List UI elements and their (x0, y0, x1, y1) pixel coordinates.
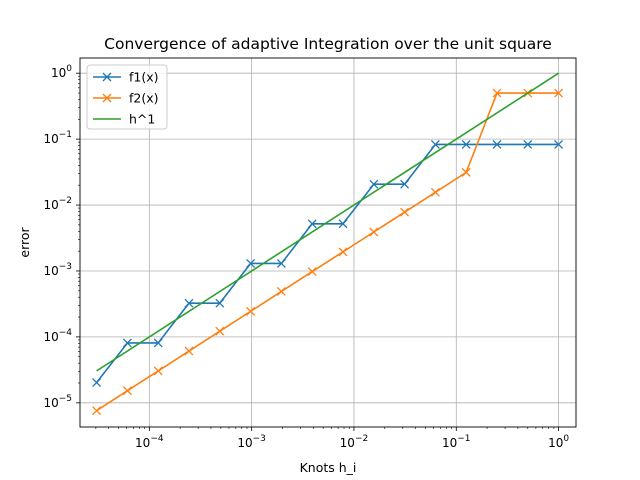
y-tick-label: 10−1 (43, 130, 72, 146)
data-point-marker (276, 259, 286, 268)
data-point-marker (492, 88, 502, 98)
legend-entry: f1(x) (93, 70, 159, 85)
plot-area-frame (79, 57, 577, 428)
y-tick-label: 10−2 (43, 196, 72, 212)
data-point-marker (307, 219, 317, 229)
data-point-marker (369, 179, 379, 189)
data-point-marker (369, 227, 379, 237)
y-tick-exponent: −4 (59, 328, 73, 338)
data-point-marker (122, 386, 132, 396)
x-tick-base: 10 (340, 436, 355, 450)
y-tick-base: 10 (43, 264, 58, 278)
x-tick-label: 10−3 (237, 434, 266, 450)
series-0 (92, 139, 564, 388)
legend-label: f1(x) (129, 70, 159, 85)
data-point-marker (554, 139, 564, 149)
data-point-marker (400, 207, 410, 217)
series-line (95, 143, 559, 384)
x-tick-base: 10 (237, 436, 252, 450)
legend-label: h^1 (129, 112, 155, 127)
y-tick-base: 10 (43, 198, 58, 212)
y-tick-exponent: −5 (59, 394, 72, 404)
chart-title: Convergence of adaptive Integration over… (104, 35, 552, 53)
series-2 (96, 72, 560, 372)
data-point-marker (307, 267, 317, 277)
y-axis-label: error (17, 227, 32, 258)
x-tick-label: 10−2 (340, 434, 369, 450)
x-tick-label: 100 (548, 434, 569, 450)
y-tick-label: 10−5 (43, 394, 72, 410)
data-point-marker (215, 326, 225, 336)
legend-entry: h^1 (93, 112, 155, 127)
data-point-marker (246, 306, 256, 316)
y-tick-exponent: −2 (59, 196, 72, 206)
legend: f1(x) f2(x) h^1 (86, 64, 168, 130)
data-point-marker (430, 139, 440, 149)
x-tick-base: 10 (548, 436, 563, 450)
x-tick-label: 10−4 (135, 434, 164, 450)
y-tick-label: 100 (51, 64, 72, 80)
y-tick-label: 10−4 (43, 328, 72, 344)
data-point-marker (400, 179, 410, 189)
data-series (92, 72, 564, 416)
y-tick-base: 10 (43, 396, 58, 410)
x-tick-exponent: −3 (253, 434, 266, 444)
legend-marker (102, 93, 112, 103)
grid-lines (80, 58, 576, 427)
x-axis-label: Knots h_i (300, 460, 357, 475)
x-tick-exponent: 0 (563, 434, 569, 444)
series-line (96, 72, 560, 372)
data-point-marker (184, 346, 194, 356)
data-point-marker (276, 286, 286, 296)
y-tick-base: 10 (51, 66, 66, 80)
legend-box (86, 64, 168, 130)
legend-label: f2(x) (129, 91, 159, 106)
data-point-marker (246, 259, 256, 268)
x-tick-base: 10 (442, 436, 457, 450)
data-point-marker (92, 378, 102, 388)
data-point-marker (461, 167, 471, 177)
data-point-marker (215, 298, 225, 308)
y-tick-exponent: 0 (66, 64, 72, 74)
data-point-marker (92, 406, 102, 416)
y-tick-base: 10 (43, 132, 58, 146)
legend-marker (102, 72, 112, 82)
data-point-marker (338, 219, 348, 229)
series-line (96, 92, 559, 412)
y-tick-exponent: −1 (59, 130, 72, 140)
data-point-marker (122, 338, 132, 348)
data-point-marker (338, 247, 348, 257)
data-point-marker (184, 298, 194, 308)
data-point-marker (523, 139, 533, 149)
axis-ticks: 10−4 10−3 10−2 10−1 10010−510−410−310−210−11… (43, 64, 569, 450)
legend-entry: f2(x) (93, 91, 159, 106)
data-point-marker (430, 187, 440, 197)
x-tick-base: 10 (135, 436, 150, 450)
x-tick-label: 10−1 (442, 434, 471, 450)
data-point-marker (554, 88, 564, 98)
y-tick-exponent: −3 (59, 262, 72, 272)
data-point-marker (492, 139, 502, 149)
data-point-marker (153, 366, 163, 376)
data-point-marker (153, 338, 163, 348)
y-tick-base: 10 (43, 330, 58, 344)
y-tick-label: 10−3 (43, 262, 72, 278)
x-tick-exponent: −2 (355, 434, 368, 444)
data-point-marker (461, 139, 471, 149)
x-tick-exponent: −4 (150, 434, 164, 444)
x-tick-exponent: −1 (457, 434, 470, 444)
